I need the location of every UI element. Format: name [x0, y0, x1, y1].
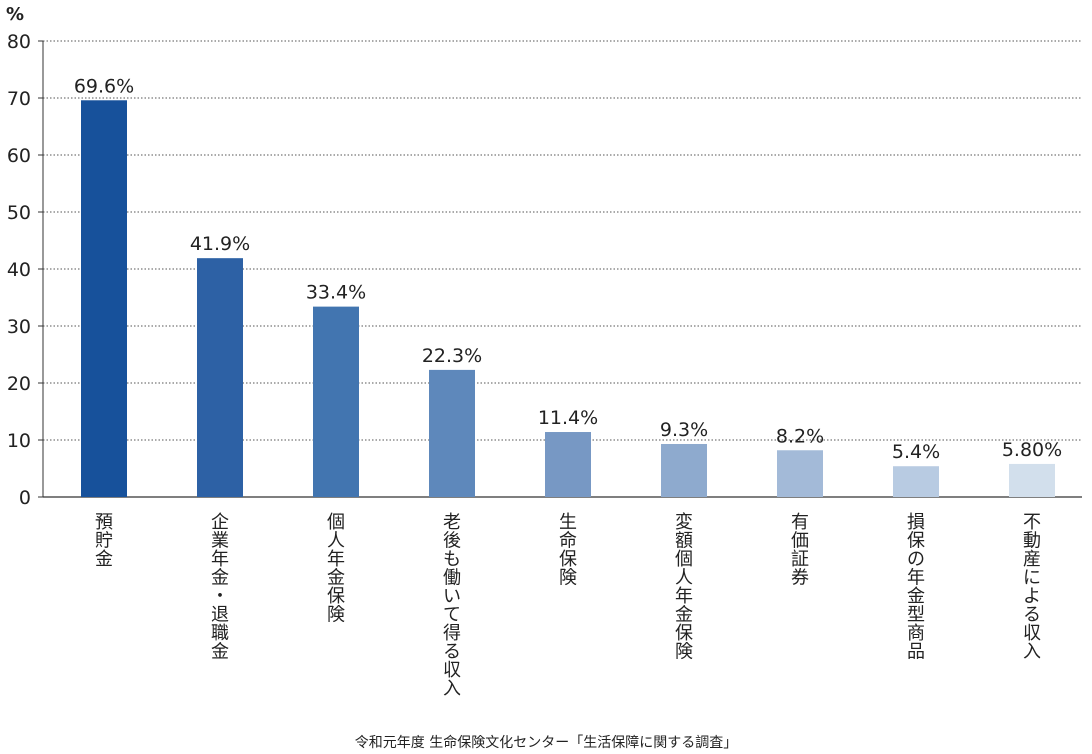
bar: [893, 466, 939, 497]
category-label: 有価証券: [791, 512, 809, 589]
source-note: 令和元年度 生命保険文化センター「生活保障に関する調査」: [355, 734, 737, 751]
y-tick-label: 20: [7, 373, 31, 395]
bars-layer: [81, 100, 1055, 497]
bar: [777, 450, 823, 497]
bar: [1009, 463, 1055, 497]
category-labels: 預貯金 企業年金・退職金 個人年金保険 老後も働いて得る収入 生命保険 変額個人年金保険 有…: [95, 512, 1041, 700]
data-label: 41.9%: [190, 233, 250, 255]
bar: [197, 258, 243, 497]
category-label: 預貯金: [95, 512, 113, 570]
y-tick-label: 60: [7, 145, 31, 167]
y-tick-label: 30: [7, 316, 31, 338]
data-label: 5.4%: [892, 441, 940, 463]
y-tick-label: 40: [7, 259, 31, 281]
bar: [545, 432, 591, 497]
bar: [661, 443, 707, 497]
grid-layer: [43, 40, 1082, 441]
category-label: 不動産による収入: [1023, 512, 1041, 663]
category-label: 老後も働いて得る収入: [443, 512, 461, 700]
labels-layer: 69.6% 41.9% 33.4% 22.3% 11.4% 9.3% 8.2% 5.4% 5.8…: [74, 75, 1062, 463]
data-label: 69.6%: [74, 75, 134, 97]
axis-layer: % 0 10 20 30 40 50 60 70 80: [6, 4, 1082, 509]
data-label: 33.4%: [306, 282, 366, 304]
data-label: 5.80%: [1002, 439, 1062, 461]
category-label: 損保の年金型商品: [907, 512, 925, 663]
bar: [81, 100, 127, 497]
y-tick-label: 80: [7, 31, 31, 53]
y-axis-unit-label: %: [6, 4, 24, 25]
data-label: 9.3%: [660, 419, 708, 441]
y-tick-label: 50: [7, 202, 31, 224]
category-label: 変額個人年金保険: [675, 512, 693, 663]
category-label: 生命保険: [559, 512, 577, 589]
data-label: 11.4%: [538, 407, 598, 429]
data-label: 8.2%: [776, 425, 824, 447]
y-tick-label: 0: [19, 487, 31, 509]
data-label: 22.3%: [422, 345, 482, 367]
bar: [429, 369, 475, 497]
bar: [313, 306, 359, 497]
category-label: 個人年金保険: [327, 512, 345, 626]
category-label: 企業年金・退職金: [211, 512, 229, 663]
y-tick-label: 70: [7, 88, 31, 110]
y-tick-label: 10: [7, 430, 31, 452]
